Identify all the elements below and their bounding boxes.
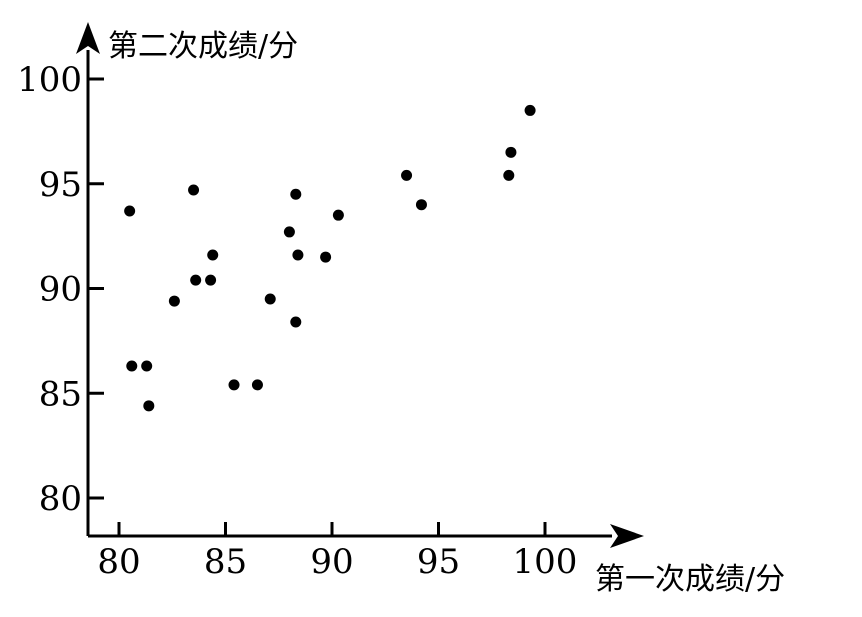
data-point: [415, 199, 427, 211]
data-point: [332, 209, 344, 221]
data-point: [283, 226, 295, 238]
y-tick-label: 95: [39, 165, 82, 205]
x-axis-arrow: [610, 524, 644, 548]
x-tick-label: 100: [513, 542, 578, 582]
y-axis-arrow: [76, 22, 100, 54]
data-point: [292, 249, 304, 261]
data-point: [320, 251, 332, 263]
y-tick-label: 80: [39, 479, 82, 519]
data-points: [124, 104, 536, 412]
y-tick-label: 85: [39, 374, 82, 414]
data-point: [141, 360, 153, 372]
data-point: [264, 293, 276, 305]
x-tick-label: 85: [204, 542, 247, 582]
data-point: [205, 274, 217, 286]
y-ticks: 80 85 90 95 100: [17, 60, 104, 519]
data-point: [188, 184, 200, 196]
y-tick-label: 90: [39, 270, 82, 310]
x-axis-title: 第一次成绩/分: [595, 562, 785, 597]
data-point: [207, 249, 219, 261]
axes: [76, 22, 644, 548]
data-point: [524, 104, 536, 116]
data-point: [168, 295, 180, 307]
x-tick-label: 80: [97, 542, 140, 582]
x-tick-label: 90: [310, 542, 353, 582]
data-point: [251, 379, 263, 391]
y-tick-label: 100: [17, 60, 82, 100]
y-axis-title: 第二次成绩/分: [108, 29, 298, 64]
data-point: [190, 274, 202, 286]
x-ticks: 80 85 90 95 100: [97, 522, 577, 582]
data-point: [228, 379, 240, 391]
data-point: [290, 188, 302, 200]
data-point: [143, 400, 155, 412]
data-point: [503, 169, 515, 181]
data-point: [126, 360, 138, 372]
data-point: [505, 146, 517, 158]
data-point: [401, 169, 413, 181]
x-tick-label: 95: [417, 542, 460, 582]
data-point: [290, 316, 302, 328]
data-point: [124, 205, 136, 217]
